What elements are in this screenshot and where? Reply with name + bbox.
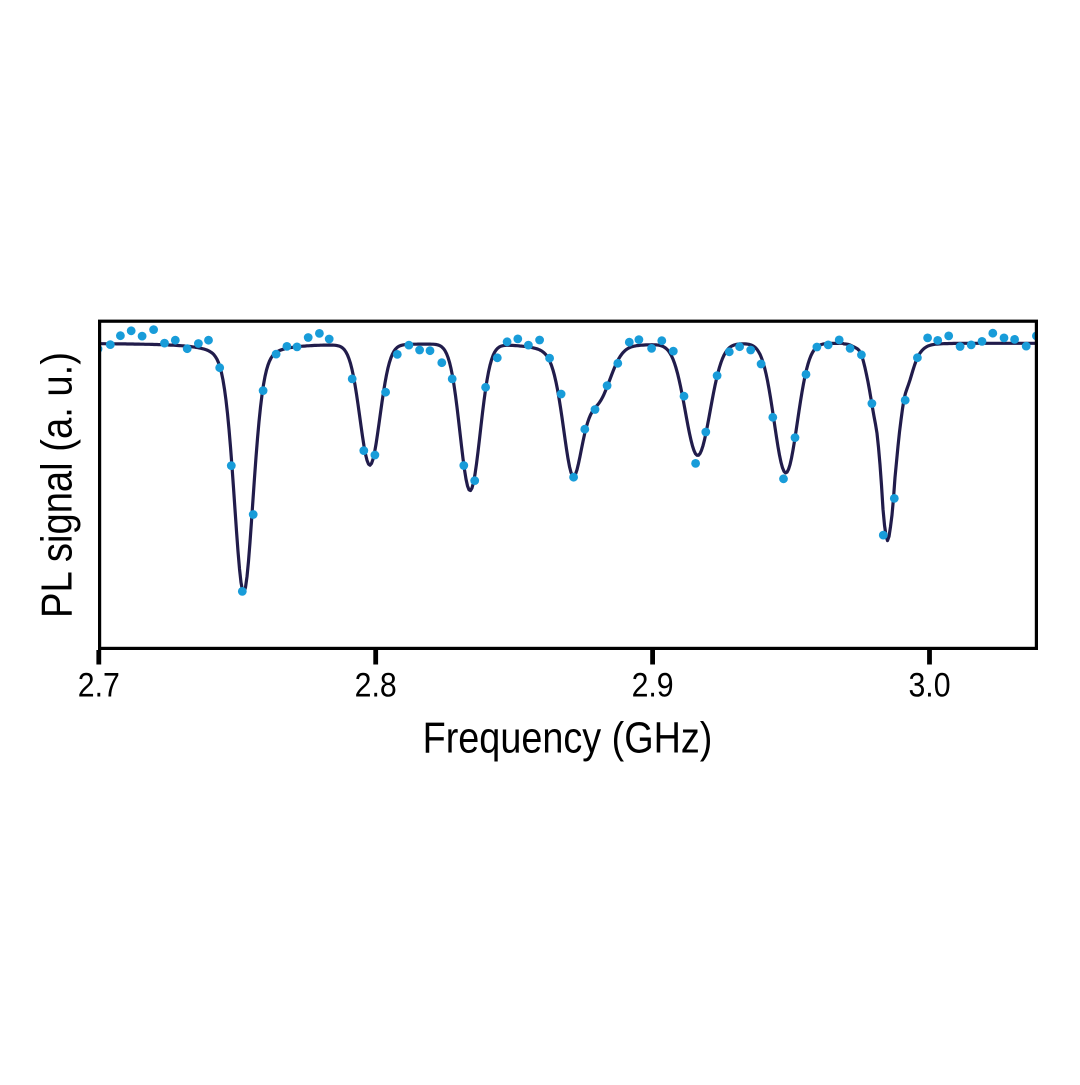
svg-text:Frequency (GHz): Frequency (GHz)	[423, 713, 713, 762]
svg-text:2.8: 2.8	[355, 666, 397, 704]
svg-text:2.7: 2.7	[78, 666, 120, 704]
svg-text:PL signal (a. u.): PL signal (a. u.)	[32, 352, 81, 618]
svg-text:2.9: 2.9	[632, 666, 674, 704]
svg-text:3.0: 3.0	[908, 666, 950, 704]
